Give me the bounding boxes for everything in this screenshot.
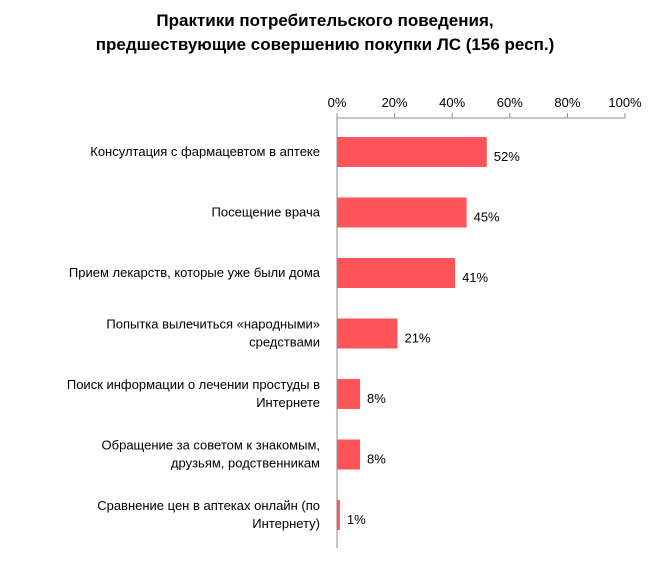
category-label: Консултация с фармацевтом в аптеке: [90, 144, 320, 159]
title-line-1: Практики потребительского поведения,: [156, 11, 493, 30]
x-tick-label: 40%: [439, 95, 465, 110]
bars: [337, 137, 487, 530]
bar: [337, 439, 361, 470]
bar: [337, 197, 467, 228]
bar: [337, 500, 340, 530]
value-label: 52%: [494, 149, 520, 164]
category-label: Обращение за советом к знакомым,: [102, 438, 320, 453]
category-label: Сравнение цен в аптеках онлайн (по: [97, 498, 320, 513]
value-label: 41%: [462, 270, 488, 285]
value-label: 21%: [404, 331, 430, 346]
bar: [337, 137, 487, 167]
value-label: 8%: [367, 452, 386, 467]
bar: [337, 379, 361, 409]
x-tick-label: 80%: [554, 95, 580, 110]
category-labels: Консултация с фармацевтом в аптеке Посеще…: [67, 144, 321, 531]
category-label: Прием лекарств, которые уже были дома: [69, 265, 321, 280]
x-tick-label: 0%: [328, 95, 347, 110]
category-label: средствами: [249, 335, 320, 350]
value-label: 8%: [367, 391, 386, 406]
category-label: друзьям, родственникам: [171, 456, 320, 471]
x-tick-label: 20%: [382, 95, 408, 110]
title-line-2: предшествующие совершению покупки ЛС (15…: [96, 35, 555, 54]
bar: [337, 318, 398, 349]
x-axis: 0% 20% 40% 60% 80% 100%: [328, 95, 642, 548]
value-label: 45%: [474, 210, 500, 225]
bar: [337, 258, 456, 288]
category-label: Посещение врача: [212, 205, 321, 220]
chart-title: Практики потребительского поведения, пред…: [96, 11, 555, 54]
value-label: 1%: [347, 512, 366, 527]
value-labels: 52% 45% 41% 21% 8% 8% 1%: [347, 149, 520, 527]
category-label: Попытка вылечиться «народными»: [106, 317, 320, 332]
category-label: Интернету): [252, 516, 320, 531]
category-label: Интернете: [256, 395, 320, 410]
x-tick-label: 100%: [608, 95, 642, 110]
x-tick-label: 60%: [497, 95, 523, 110]
category-label: Поиск информации о лечении простуды в: [67, 377, 320, 392]
